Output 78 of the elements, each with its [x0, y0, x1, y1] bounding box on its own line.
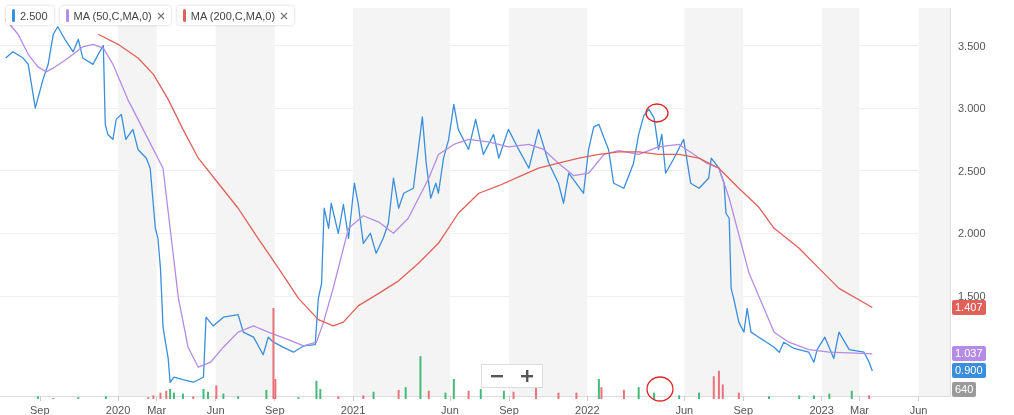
bar	[767, 396, 770, 399]
x-tick-label: 2023	[809, 403, 834, 415]
bar	[575, 392, 578, 399]
bar	[206, 391, 209, 399]
bar	[698, 392, 701, 399]
bar	[712, 376, 715, 399]
y-tick-label: 3.500	[958, 39, 986, 52]
legend-label: MA (50,C,MA,0)	[73, 9, 152, 22]
x-tick-label: Mar	[850, 403, 870, 415]
bar	[850, 390, 853, 399]
bar	[397, 389, 400, 399]
bar	[637, 387, 640, 399]
x-tick-label: 2022	[575, 403, 600, 415]
bar	[512, 391, 515, 399]
bar	[502, 390, 505, 399]
x-tick-label: Jun	[441, 403, 459, 415]
bar	[600, 387, 603, 399]
bar	[404, 387, 407, 399]
x-tick-label: Jun	[909, 403, 928, 415]
bar	[315, 380, 318, 399]
bar	[104, 396, 107, 399]
x-tick-label: Sep	[499, 403, 519, 415]
bar	[812, 395, 815, 399]
x-tick-label: Sep	[30, 403, 50, 415]
legend-label: MA (200,C,MA,0)	[190, 9, 276, 22]
text: 640	[952, 382, 977, 397]
bar	[444, 392, 447, 399]
bar	[152, 395, 155, 399]
bar	[717, 370, 720, 399]
bar	[169, 388, 172, 399]
x-tick-label: 2020	[105, 403, 131, 415]
x-tick-label: Mar	[147, 403, 167, 415]
line-series	[97, 33, 873, 327]
bar	[172, 392, 175, 399]
y-tick-label: 2.500	[958, 164, 986, 177]
bar	[237, 396, 240, 399]
bar	[36, 396, 39, 399]
x-tick-label: Sep	[264, 403, 285, 415]
bar	[362, 395, 365, 399]
bar	[653, 392, 656, 399]
y-tick-label: 2.000	[958, 227, 986, 240]
x-tick-label: Sep	[733, 403, 754, 415]
y-tick-label: 3.000	[958, 102, 986, 115]
bar	[828, 393, 831, 399]
bar	[678, 395, 681, 399]
bar	[427, 390, 430, 399]
bar	[737, 392, 740, 399]
bar	[868, 395, 871, 399]
bar	[452, 378, 455, 399]
bar	[534, 387, 537, 399]
bar	[597, 378, 600, 399]
y-tick-label: 1.500	[958, 289, 986, 302]
annotation: 2.500	[20, 9, 48, 22]
x-tick-label: Jun	[675, 403, 694, 415]
bar	[265, 389, 268, 399]
bar	[622, 389, 625, 399]
bar	[479, 388, 482, 399]
text: 1.037	[952, 346, 986, 362]
bar	[337, 396, 340, 399]
bar	[798, 395, 801, 399]
bar	[319, 388, 322, 399]
bar	[721, 384, 724, 399]
bar	[372, 391, 375, 399]
bar	[272, 308, 275, 399]
bar	[192, 396, 195, 399]
bar	[202, 388, 205, 399]
bar	[222, 393, 225, 399]
bar	[181, 393, 184, 399]
bar	[159, 392, 162, 399]
x-tick-label: Jun	[206, 403, 225, 415]
text: 1.407	[952, 300, 986, 315]
bar	[467, 390, 470, 399]
bar	[165, 390, 168, 399]
x-tick-label: 2021	[340, 403, 366, 415]
bar	[215, 385, 218, 399]
text: 0.900	[952, 363, 986, 379]
bar	[419, 356, 422, 399]
bar	[557, 392, 560, 399]
